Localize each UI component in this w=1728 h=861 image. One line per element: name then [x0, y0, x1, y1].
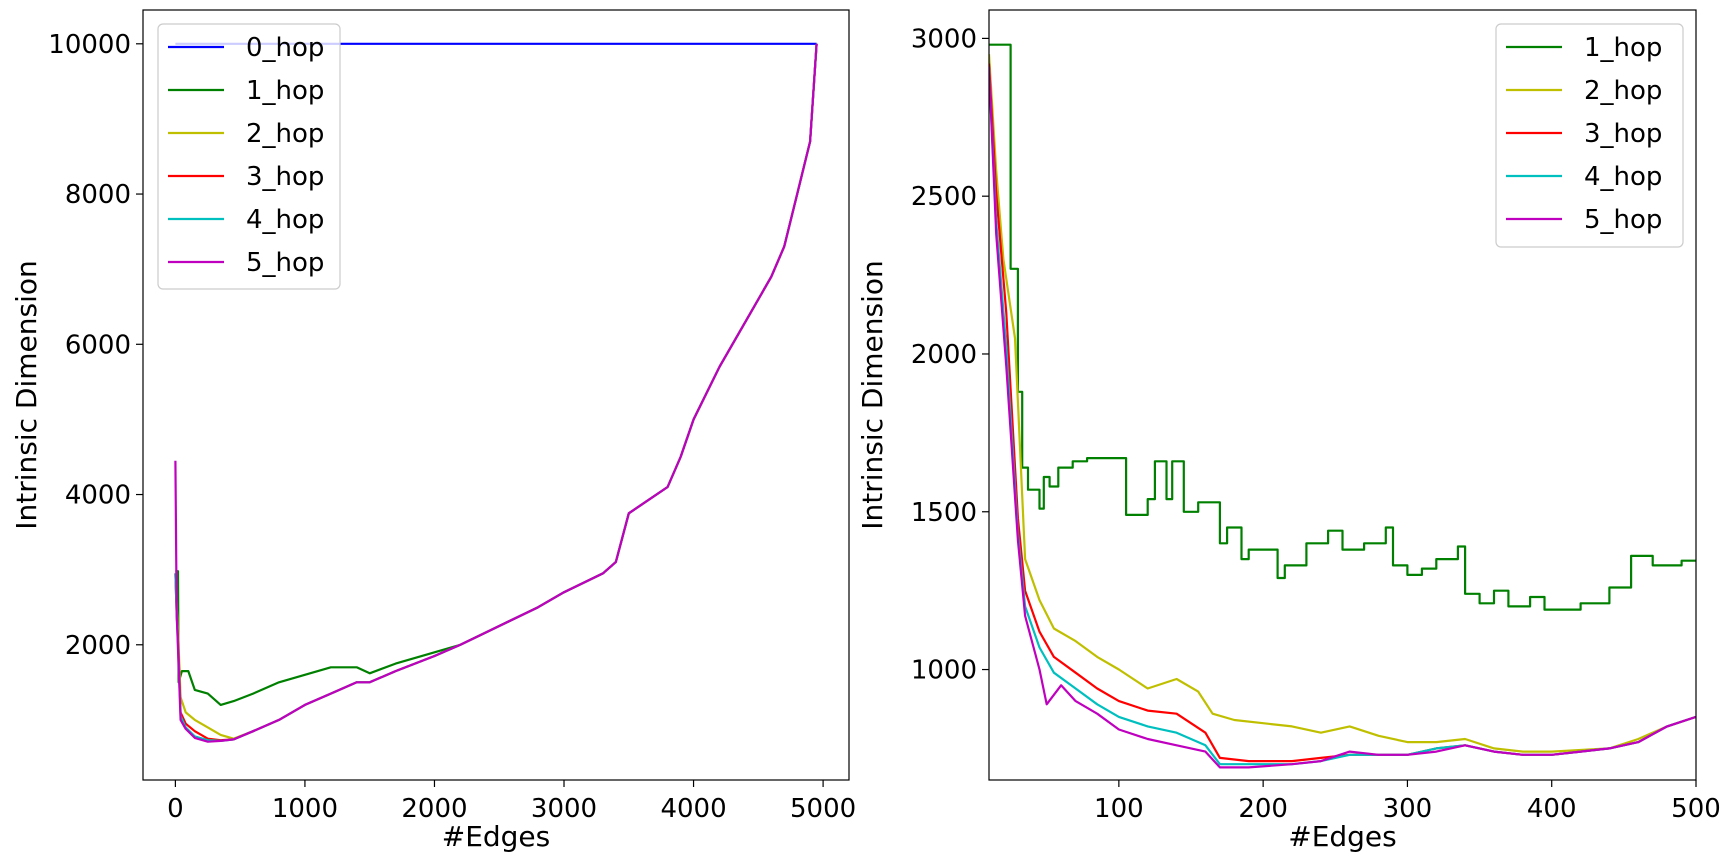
legend-label-2-hop: 2_hop: [1584, 76, 1662, 106]
legend-label-5-hop: 5_hop: [246, 248, 324, 278]
x-tick-label: 0: [167, 794, 184, 824]
legend-label-3-hop: 3_hop: [1584, 119, 1662, 149]
series-group: [989, 43, 1696, 769]
y-tick-label: 1000: [911, 656, 977, 686]
y-tick-label: 10000: [48, 30, 131, 60]
legend-label-1-hop: 1_hop: [1584, 33, 1662, 63]
y-tick-label: 3000: [911, 24, 977, 54]
y-tick-label: 4000: [65, 481, 131, 511]
x-tick-label: 5000: [790, 794, 856, 824]
left-chart-panel: 0 1000 2000 3000 4000 5000 2000 4000 6000 8000 100…: [10, 9, 856, 853]
legend-label-1-hop: 1_hop: [246, 76, 324, 106]
x-tick-label: 1000: [272, 794, 338, 824]
x-tick-label: 400: [1527, 794, 1577, 824]
right-chart-panel: 100 200 300 400 500 1000 1500 2000 2500 3000 #Edge…: [856, 9, 1721, 853]
axes-frame: [142, 9, 850, 781]
x-tick-label: 100: [1094, 794, 1144, 824]
y-tick-label: 2500: [911, 182, 977, 212]
x-axis-label: #Edges: [1288, 820, 1397, 853]
y-tick-label: 2000: [65, 631, 131, 661]
y-tick-label: 8000: [65, 180, 131, 210]
legend-label-4-hop: 4_hop: [246, 205, 324, 235]
y-axis-label: Intrinsic Dimension: [856, 260, 889, 530]
legend-label-5-hop: 5_hop: [1584, 205, 1662, 235]
legend-label-4-hop: 4_hop: [1584, 162, 1662, 192]
x-tick-label: 200: [1238, 794, 1288, 824]
legend-label-2-hop: 2_hop: [246, 119, 324, 149]
axes-frame: [988, 9, 1697, 781]
y-tick-label: 1500: [911, 498, 977, 528]
legend-label-0-hop: 0_hop: [246, 33, 324, 63]
x-tick-label: 2000: [401, 794, 467, 824]
legend-box: [1495, 23, 1684, 248]
y-axis-label: Intrinsic Dimension: [10, 260, 43, 530]
y-tick-label: 6000: [65, 330, 131, 360]
series-line-5-hop: [174, 43, 818, 743]
series-line-2-hop: [989, 54, 1696, 753]
series-group: [174, 42, 818, 743]
legend-label-3-hop: 3_hop: [246, 162, 324, 192]
x-tick-label: 3000: [531, 794, 597, 824]
series-line-1-hop: [989, 43, 1696, 611]
x-tick-label: 500: [1671, 794, 1721, 824]
y-tick-label: 2000: [911, 340, 977, 370]
x-axis-label: #Edges: [442, 820, 551, 853]
x-tick-label: 4000: [660, 794, 726, 824]
series-line-5-hop: [989, 66, 1696, 769]
x-tick-label: 300: [1383, 794, 1433, 824]
